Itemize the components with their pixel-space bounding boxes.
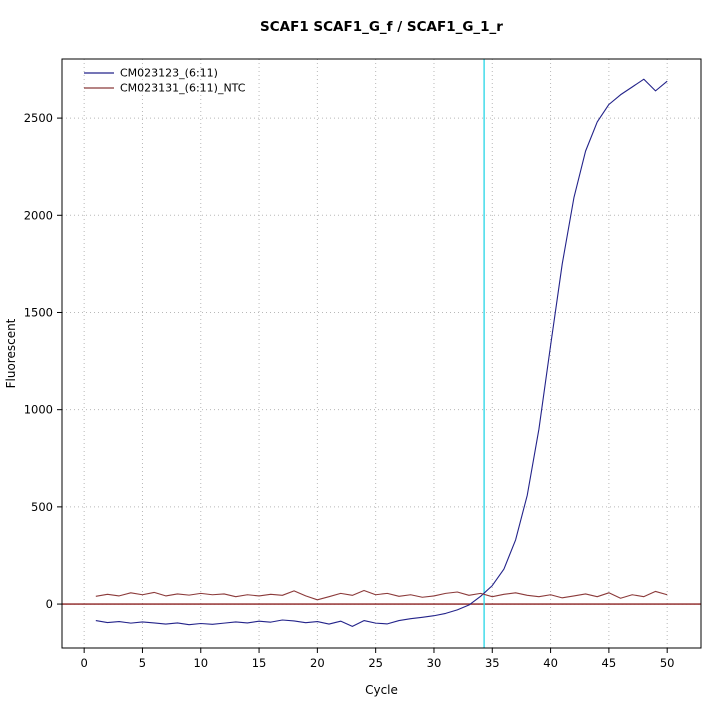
x-tick-label: 45 [602, 656, 617, 670]
y-tick-label: 0 [46, 597, 53, 611]
x-tick-label: 35 [485, 656, 500, 670]
y-tick-label: 500 [31, 500, 53, 514]
plot-frame [61, 58, 702, 649]
chart-title: SCAF1 SCAF1_G_f / SCAF1_G_1_r [260, 19, 503, 35]
x-tick-label: 25 [368, 656, 383, 670]
legend-label: CM023131_(6:11)_NTC [120, 82, 246, 95]
x-tick-label: 30 [427, 656, 442, 670]
x-tick-label: 50 [660, 656, 675, 670]
x-axis-label: Cycle [365, 683, 398, 697]
x-tick-label: 10 [193, 656, 208, 670]
x-tick-label: 0 [80, 656, 87, 670]
y-tick-label: 1500 [24, 305, 53, 319]
y-axis-label: Fluorescent [4, 318, 18, 388]
series-line-ntc [95, 589, 668, 601]
y-tick-label: 1000 [24, 403, 53, 417]
y-tick-label: 2500 [24, 111, 53, 125]
series-line-sample [95, 78, 668, 627]
legend-label: CM023123_(6:11) [120, 67, 218, 80]
x-tick-label: 15 [252, 656, 267, 670]
x-tick-label: 40 [543, 656, 558, 670]
x-tick-label: 5 [139, 656, 146, 670]
y-tick-label: 2000 [24, 208, 53, 222]
x-tick-label: 20 [310, 656, 325, 670]
